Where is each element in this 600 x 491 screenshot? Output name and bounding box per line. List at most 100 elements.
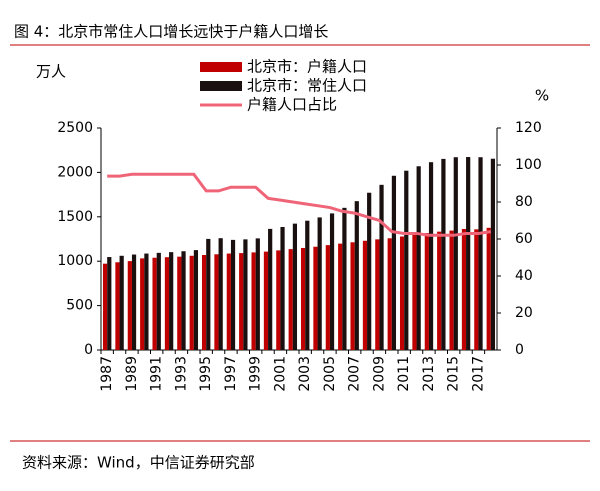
bar	[379, 184, 384, 350]
x-tick-label: 2005	[322, 356, 338, 392]
y2-tick-label: 100	[515, 157, 542, 173]
bar	[412, 234, 417, 350]
x-tick-label: 2003	[297, 356, 313, 392]
bar	[404, 170, 409, 350]
y-tick-label: 0	[84, 342, 93, 358]
x-tick-label: 1987	[99, 356, 115, 392]
x-tick-label: 1993	[173, 356, 189, 392]
y2-tick-label: 40	[515, 268, 533, 284]
bar	[276, 250, 281, 350]
bar	[131, 254, 137, 350]
x-tick-label: 1995	[198, 356, 214, 392]
x-tick-label: 1997	[223, 356, 239, 392]
bar	[362, 240, 368, 350]
x-tick-label: 2001	[272, 356, 288, 392]
bar	[375, 239, 380, 350]
x-tick-label: 2015	[446, 356, 462, 392]
bar	[292, 223, 298, 350]
bar	[329, 213, 335, 350]
source-note: 资料来源：Wind，中信证券研究部	[22, 454, 255, 472]
bar	[164, 257, 170, 350]
bar	[268, 228, 273, 350]
bar	[263, 251, 269, 350]
bar	[354, 201, 359, 350]
bar	[387, 238, 392, 350]
bar	[239, 253, 244, 350]
bar	[214, 254, 219, 350]
bar	[453, 157, 458, 350]
bar	[288, 249, 293, 350]
bar	[466, 157, 471, 350]
bar	[115, 262, 120, 350]
bar	[391, 175, 397, 350]
bar	[350, 242, 355, 350]
y-tick-label: 2000	[57, 164, 93, 180]
bar	[441, 158, 446, 350]
bar	[144, 253, 149, 350]
y-tick-label: 2500	[57, 120, 93, 136]
x-tick-label: 2017	[470, 356, 486, 392]
y-tick-label: 1000	[57, 253, 93, 269]
bar	[255, 238, 260, 350]
bar	[367, 192, 372, 350]
bar	[449, 230, 454, 350]
bar	[313, 246, 318, 350]
legend-swatch	[200, 81, 242, 91]
bar	[140, 258, 145, 350]
bar	[102, 263, 108, 350]
bar	[169, 252, 174, 350]
bar	[342, 207, 347, 350]
bar	[280, 227, 285, 350]
x-tick-label: 1989	[124, 356, 140, 392]
y-tick-label: 500	[66, 298, 93, 314]
bar	[399, 236, 405, 350]
bar	[107, 257, 112, 350]
y2-tick-label: 20	[515, 305, 533, 321]
bar	[317, 217, 322, 350]
bar	[416, 166, 421, 350]
bar	[218, 238, 223, 350]
y2-tick-label: 80	[515, 194, 533, 210]
bar	[305, 220, 310, 350]
legend-label: 北京市：户籍人口	[247, 58, 367, 76]
y2-tick-label: 60	[515, 231, 533, 247]
x-tick-label: 2011	[396, 356, 412, 392]
legend-label: 北京市：常住人口	[247, 77, 367, 95]
bar	[300, 247, 306, 350]
bar	[461, 228, 467, 350]
bar	[156, 252, 161, 350]
y2-axis-label: %	[535, 87, 549, 105]
bar	[193, 250, 199, 350]
y2-tick-label: 120	[515, 120, 542, 136]
chart-title: 图 4：北京市常住人口增长远快于户籍人口增长	[14, 23, 328, 41]
bar	[474, 229, 479, 350]
bar	[424, 233, 429, 350]
bar	[177, 256, 182, 350]
bar	[437, 231, 442, 350]
x-tick-label: 2007	[347, 356, 363, 392]
legend-swatch	[200, 62, 242, 72]
x-tick-label: 2009	[371, 356, 387, 392]
bar	[490, 158, 496, 350]
bar	[243, 239, 248, 350]
bar	[251, 252, 256, 350]
legend-label: 户籍人口占比	[247, 96, 337, 114]
bar	[428, 162, 434, 350]
line	[107, 172, 492, 237]
x-tick-label: 1991	[149, 356, 165, 392]
x-tick-label: 2013	[421, 356, 437, 392]
bar	[338, 243, 343, 350]
bar	[206, 238, 211, 350]
bar	[119, 255, 124, 350]
y2-tick-label: 0	[515, 342, 524, 358]
bar	[181, 251, 186, 350]
bar	[127, 261, 132, 350]
x-tick-label: 1999	[248, 356, 264, 392]
bar	[230, 239, 236, 350]
y-axis-label: 万人	[36, 63, 66, 81]
bar	[478, 157, 483, 350]
bar	[201, 254, 207, 350]
bar	[325, 245, 330, 350]
bar	[152, 257, 157, 350]
bar	[226, 253, 231, 350]
